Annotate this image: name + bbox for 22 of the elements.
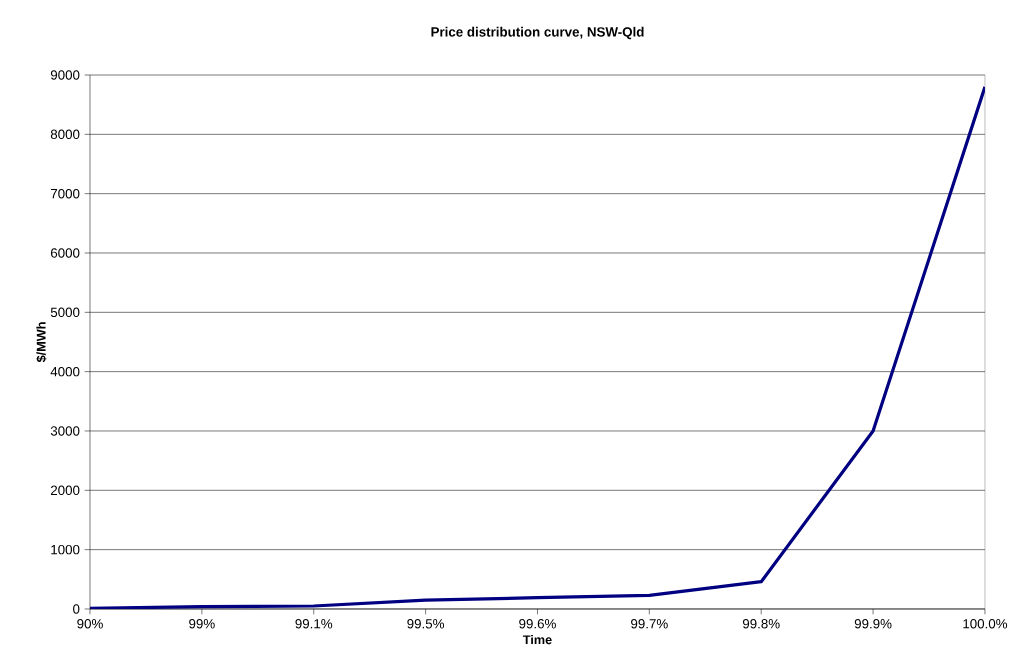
x-tick-label: 99.1%	[295, 619, 333, 629]
x-tick-label: 99.7%	[631, 619, 668, 629]
y-tick-label: 2000	[50, 485, 80, 496]
x-axis-title: Time	[522, 634, 552, 645]
x-tick-label: 100.0%	[963, 619, 1008, 629]
x-tick-label: 99.8%	[742, 619, 780, 629]
chart-title: Price distribution curve, NSW-Qld	[431, 26, 644, 40]
x-tick-label: 99.9%	[854, 619, 892, 629]
x-tick-label: 99%	[189, 619, 215, 629]
y-tick-label: 9000	[50, 70, 80, 80]
y-tick-label: 4000	[50, 366, 80, 377]
y-tick-label: 7000	[50, 188, 80, 199]
y-axis-title: $/MWh	[36, 322, 47, 363]
y-tick-label: 8000	[50, 129, 80, 140]
y-tick-label: 3000	[50, 426, 80, 436]
y-tick-label: 0	[73, 604, 80, 614]
x-tick-label: 99.5%	[407, 619, 445, 629]
y-tick-label: 1000	[51, 544, 80, 555]
x-tick-label: 99.6%	[519, 619, 556, 629]
y-tick-label: 6000	[50, 248, 80, 258]
x-tick-label: 90%	[77, 619, 103, 629]
y-tick-label: 5000	[50, 307, 80, 318]
